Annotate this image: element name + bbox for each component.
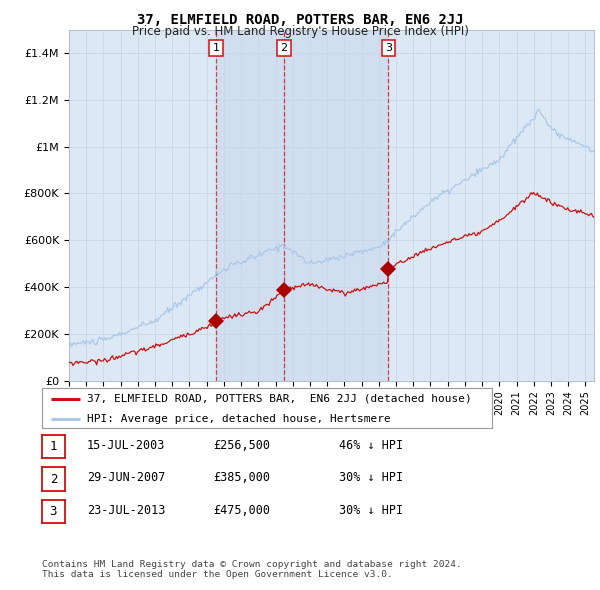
Text: 3: 3	[50, 505, 57, 518]
Text: 46% ↓ HPI: 46% ↓ HPI	[339, 439, 403, 452]
Text: £475,000: £475,000	[213, 504, 270, 517]
Text: HPI: Average price, detached house, Hertsmere: HPI: Average price, detached house, Hert…	[87, 414, 391, 424]
Text: Contains HM Land Registry data © Crown copyright and database right 2024.
This d: Contains HM Land Registry data © Crown c…	[42, 560, 462, 579]
Text: 30% ↓ HPI: 30% ↓ HPI	[339, 471, 403, 484]
Text: 1: 1	[50, 440, 57, 453]
Text: 23-JUL-2013: 23-JUL-2013	[87, 504, 166, 517]
Bar	[284, 30, 388, 381]
Text: Price paid vs. HM Land Registry's House Price Index (HPI): Price paid vs. HM Land Registry's House …	[131, 25, 469, 38]
Text: 37, ELMFIELD ROAD, POTTERS BAR, EN6 2JJ: 37, ELMFIELD ROAD, POTTERS BAR, EN6 2JJ	[137, 13, 463, 27]
Text: £256,500: £256,500	[213, 439, 270, 452]
Text: £385,000: £385,000	[213, 471, 270, 484]
Text: 37, ELMFIELD ROAD, POTTERS BAR,  EN6 2JJ (detached house): 37, ELMFIELD ROAD, POTTERS BAR, EN6 2JJ …	[87, 394, 472, 404]
Bar	[216, 30, 284, 381]
Text: 29-JUN-2007: 29-JUN-2007	[87, 471, 166, 484]
Text: 2: 2	[50, 473, 57, 486]
Text: 1: 1	[212, 43, 220, 53]
Text: 3: 3	[385, 43, 392, 53]
Text: 30% ↓ HPI: 30% ↓ HPI	[339, 504, 403, 517]
Text: 15-JUL-2003: 15-JUL-2003	[87, 439, 166, 452]
Text: 2: 2	[280, 43, 287, 53]
